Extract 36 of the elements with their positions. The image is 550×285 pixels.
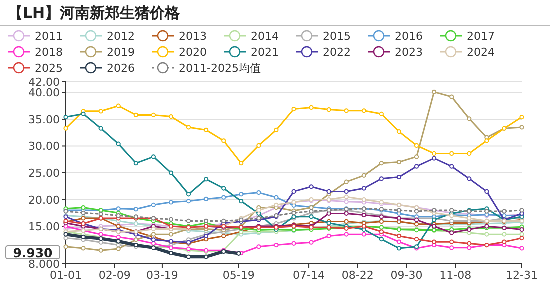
legend-label: 2026 — [107, 62, 135, 75]
x-tick-label: 05-19 — [222, 269, 255, 282]
y-tick-label: 30.00 — [28, 140, 60, 154]
legend-label: 2021 — [251, 46, 279, 59]
legend-label: 2013 — [179, 30, 207, 43]
y-tick-label: 8.000 — [28, 258, 60, 271]
x-tick-label: 11-08 — [440, 269, 472, 282]
legend-label: 2023 — [395, 46, 423, 59]
y-tick-label: 15.00 — [28, 220, 60, 234]
legend-label: 2025 — [35, 62, 63, 75]
y-tick-label: 42.00 — [28, 76, 60, 89]
x-tick-label: 08-22 — [342, 269, 374, 282]
y-tick-label: 20.00 — [28, 194, 60, 207]
y-tick-label: 40.00 — [28, 86, 60, 100]
legend-label: 2011-2025均值 — [179, 62, 261, 75]
x-tick-label: 12-31 — [506, 269, 538, 282]
title: 【LH】河南新郑生猪价格 — [8, 4, 180, 22]
legend-label: 2012 — [107, 30, 135, 43]
annotation: 9.930 — [13, 246, 53, 260]
y-tick-label: 25.00 — [28, 167, 60, 180]
legend-label: 2014 — [251, 30, 279, 43]
x-tick-label: 07-14 — [293, 269, 326, 282]
x-tick-label: 02-09 — [98, 269, 131, 282]
legend-label: 2016 — [395, 30, 423, 43]
legend-label: 2017 — [467, 30, 495, 43]
legend-label: 2022 — [323, 46, 351, 59]
legend-label: 2019 — [107, 46, 135, 59]
legend-label: 2020 — [179, 46, 207, 59]
legend-label: 2024 — [467, 46, 495, 59]
x-tick-label: 03-19 — [146, 269, 178, 282]
x-tick-label: 09-30 — [390, 269, 423, 282]
legend-label: 2018 — [35, 46, 63, 59]
legend-label: 2011 — [35, 30, 63, 43]
x-tick-label: 01-01 — [50, 269, 82, 282]
y-tick-label: 35.00 — [28, 113, 60, 126]
legend-label: 2015 — [323, 30, 351, 43]
